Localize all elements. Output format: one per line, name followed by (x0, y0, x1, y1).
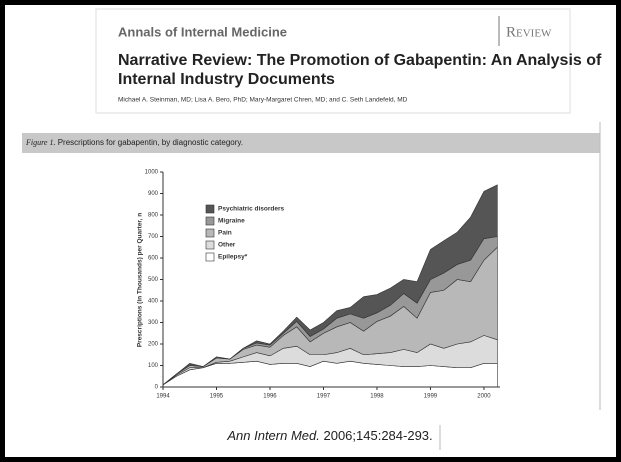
legend-label: Epilepsy* (218, 254, 248, 261)
y-tick-label: 500 (148, 277, 159, 283)
y-tick-label: 300 (148, 320, 159, 326)
x-tick-label: 1999 (424, 394, 438, 400)
legend-swatch (205, 204, 215, 214)
citation-ref: 2006;145:284-293. (323, 428, 432, 443)
y-tick-label: 100 (148, 363, 159, 369)
y-tick-label: 700 (148, 234, 159, 240)
legend-label: Pain (218, 230, 232, 237)
x-tick-label: 1994 (156, 394, 170, 400)
citation-journal: Ann Intern Med. (226, 428, 320, 443)
citation: Ann Intern Med. 2006;145:284-293. (226, 428, 432, 443)
y-tick-label: 600 (148, 256, 159, 262)
figure-caption-text: Prescriptions for gabapentin, by diagnos… (58, 138, 243, 147)
legend-swatch (205, 216, 215, 226)
legend-label: Psychiatric disorders (218, 206, 284, 213)
legend-label: Other (218, 242, 236, 249)
y-axis-label: Prescriptions (in Thousands) per Quarter… (137, 213, 144, 347)
x-tick-label: 1997 (317, 394, 331, 400)
legend-swatch (205, 252, 215, 262)
x-tick-label: 1996 (263, 394, 277, 400)
authors: Michael A. Steinman, MD; Lisa A. Bero, P… (118, 97, 408, 104)
legend-label: Migraine (218, 218, 245, 225)
caption-bar (22, 133, 600, 153)
section-label: Review (506, 24, 552, 40)
area (162, 184, 498, 386)
y-tick-label: 0 (155, 385, 159, 391)
legend-swatch (205, 228, 215, 238)
legend-swatch (205, 240, 215, 250)
plot: 0 100 200 300 400 500 600 700 800 900 1000 1994 1995… (145, 170, 500, 400)
article-header-box (95, 8, 571, 114)
figure-label: Figure 1. (25, 138, 55, 147)
article-title: Narrative Review: The Promotion of Gabap… (118, 52, 602, 69)
x-tick-label: 1995 (210, 394, 224, 400)
y-tick-label: 400 (148, 299, 159, 305)
y-tick-label: 1000 (145, 170, 159, 176)
article-title: Internal Industry Documents (118, 71, 335, 88)
y-tick-label: 900 (148, 191, 159, 197)
y-tick-label: 200 (148, 342, 159, 348)
x-tick-label: 2000 (477, 394, 491, 400)
x-tick-label: 1998 (370, 394, 384, 400)
journal-name: Annals of Internal Medicine (118, 24, 287, 39)
y-tick-label: 800 (148, 213, 159, 219)
figure-caption: Figure 1. Prescriptions for gabapentin, … (25, 138, 243, 147)
